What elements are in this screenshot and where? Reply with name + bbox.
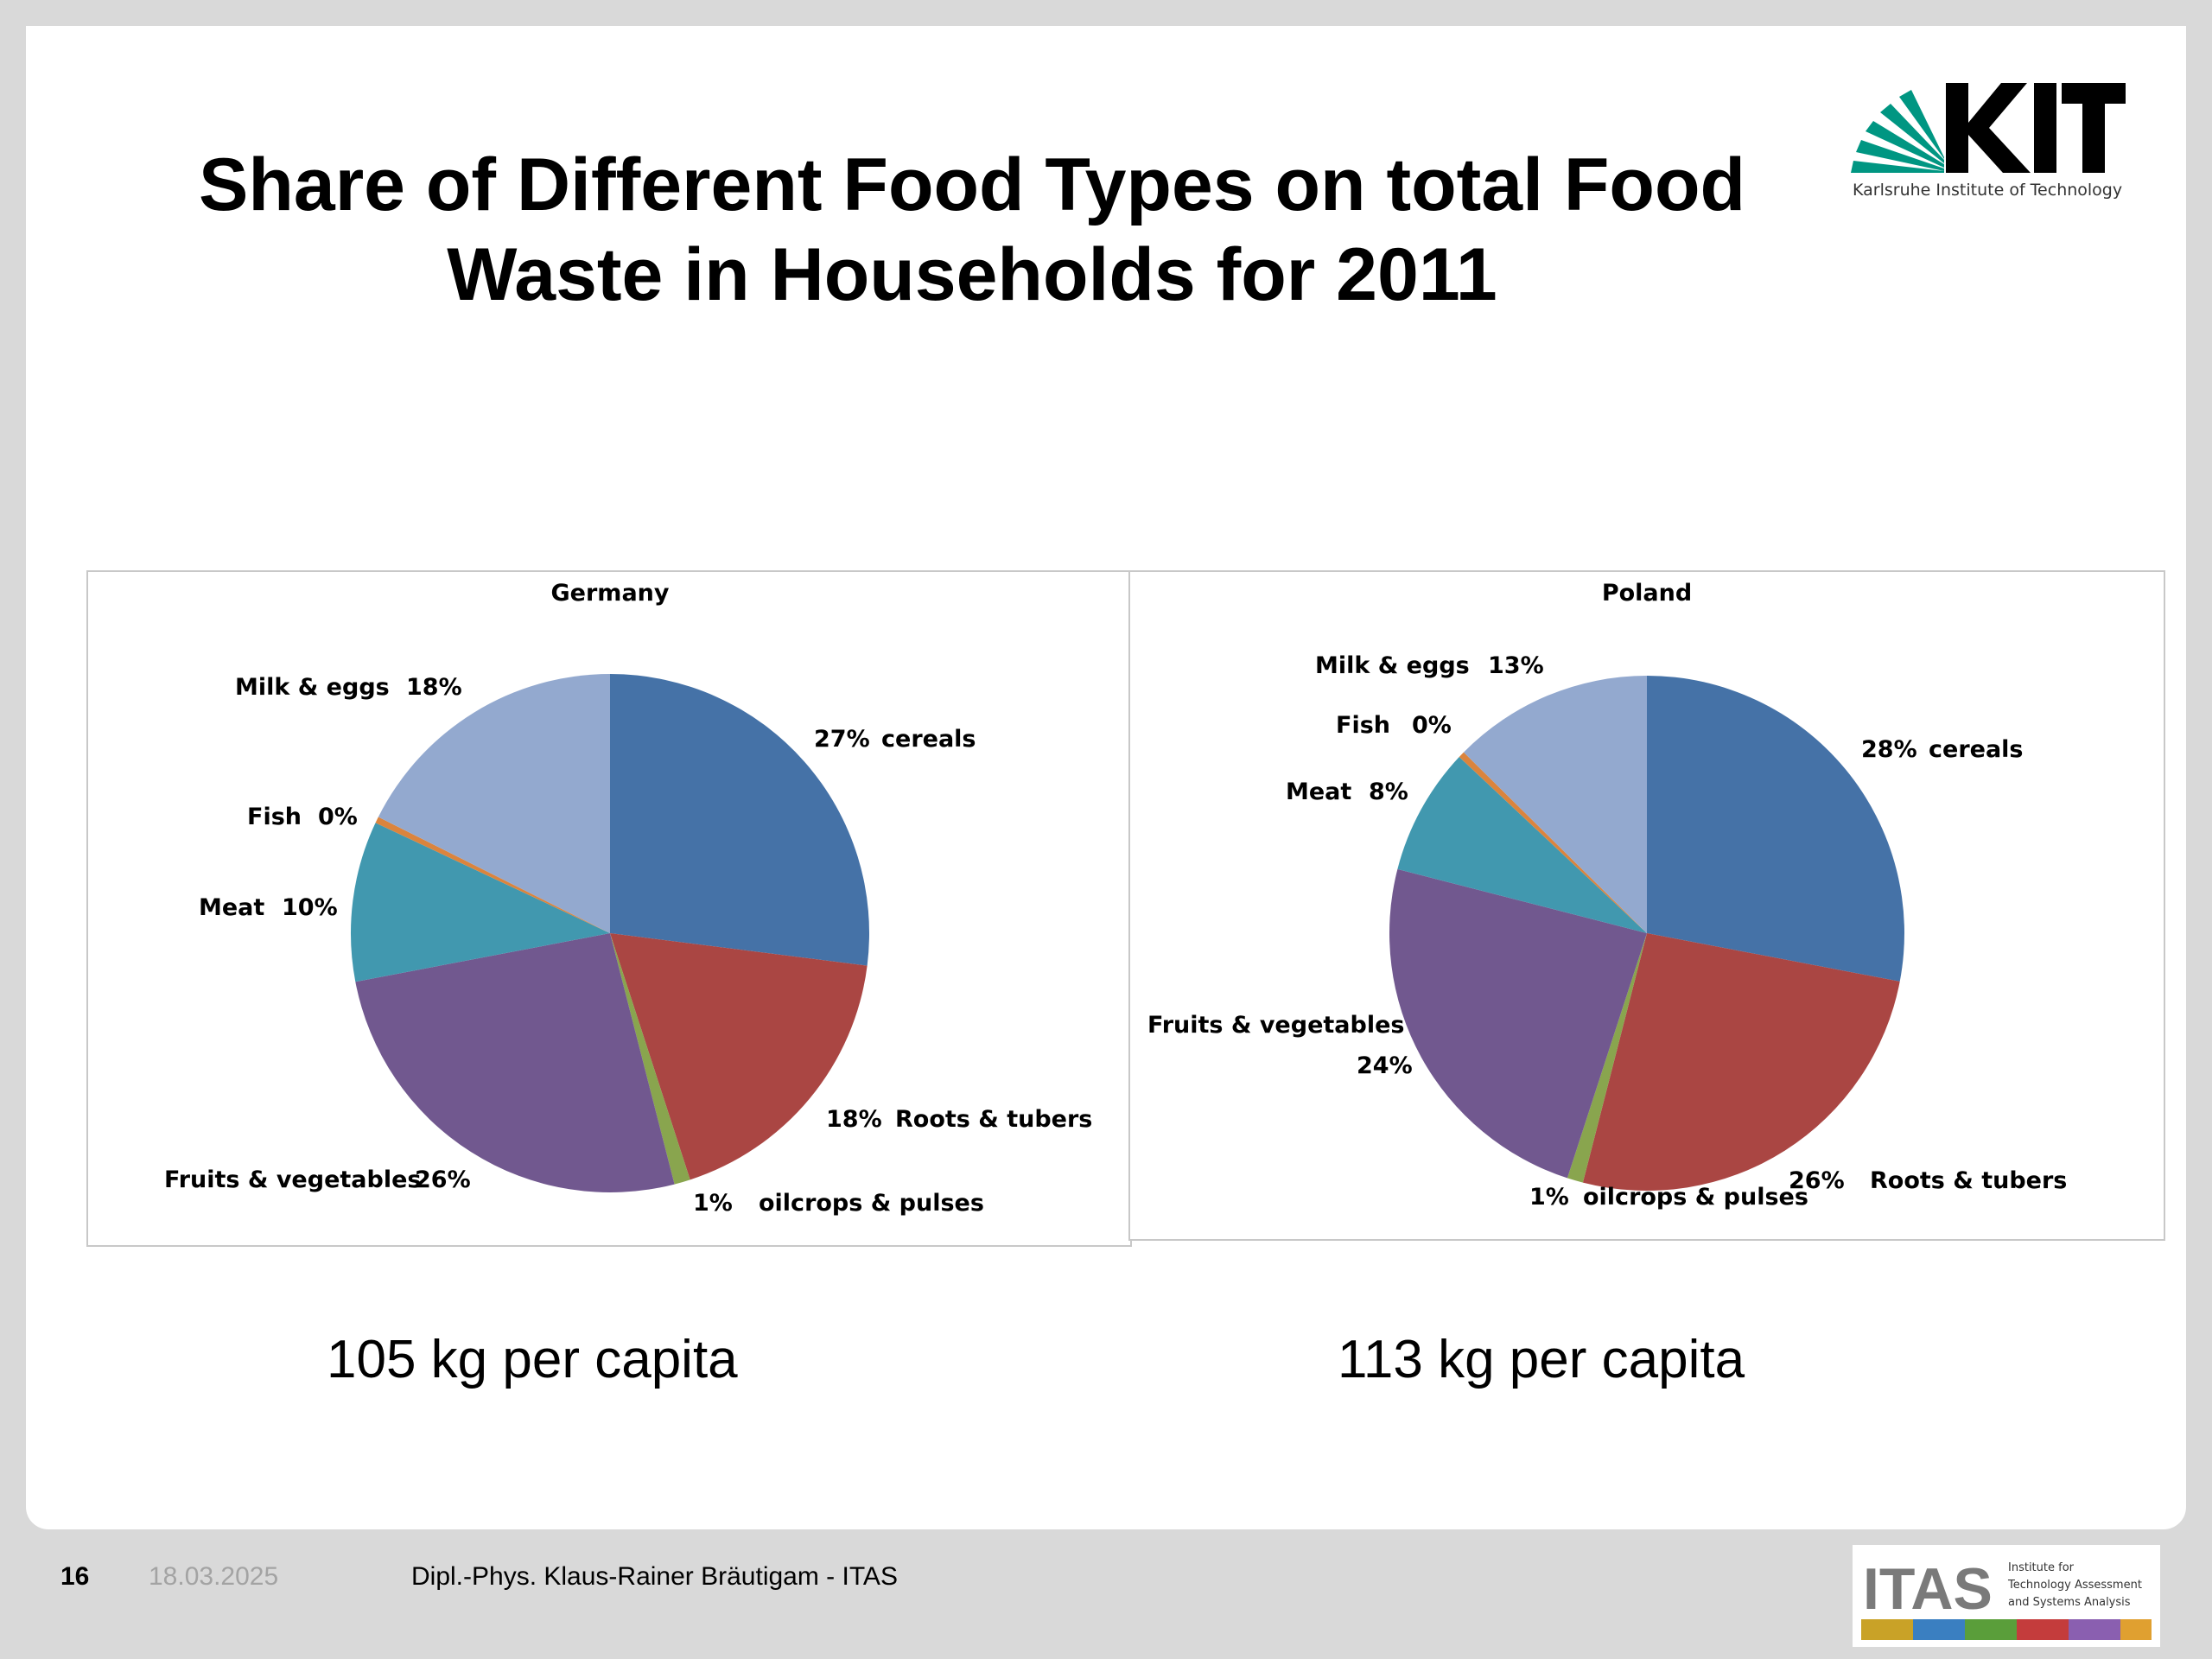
itas-logo-text: ITAS: [1863, 1556, 1993, 1622]
page-number: 16: [60, 1562, 90, 1591]
label-milk: Milk & eggs: [1315, 652, 1470, 679]
poland-chart-title: Poland: [1602, 580, 1692, 607]
label-fish: Fish: [247, 804, 302, 830]
label-fruits: Fruits & vegetables: [1147, 1012, 1404, 1039]
poland-labels: 28% cereals 26% Roots & tubers 1% oilcro…: [1147, 652, 2067, 1211]
label-cereals: cereals: [1929, 736, 2024, 763]
poland-chart-frame: Poland 28% cereals 26% Roots & tubers 1%…: [1128, 570, 2165, 1241]
pie-slice-oilcrops: [610, 933, 690, 1185]
label-oilcrops-pct: 1%: [693, 1190, 733, 1217]
itas-logo-line1: Institute for: [2008, 1561, 2075, 1574]
kit-logo: Karlsruhe Institute of Technology: [1851, 83, 2126, 200]
label-meat-pct: 10%: [282, 894, 338, 921]
label-milk-pct: 13%: [1488, 652, 1544, 679]
label-fish: Fish: [1336, 712, 1390, 739]
pie-slice-fish: [1459, 752, 1647, 933]
poland-slices: [1389, 676, 1904, 1191]
slide-title: Share of Different Food Types on total F…: [198, 143, 1746, 316]
pie-slice-meat: [1397, 757, 1647, 933]
itas-logo: ITAS Institute for Technology Assessment…: [1853, 1545, 2160, 1647]
label-milk: Milk & eggs: [235, 674, 390, 701]
pie-slice-milk: [1463, 676, 1647, 933]
label-oilcrops: oilcrops & pulses: [759, 1190, 984, 1217]
itas-logo-line3: and Systems Analysis: [2008, 1596, 2131, 1609]
label-fruits-pct: 24%: [1357, 1052, 1413, 1079]
pie-slice-cereals: [1647, 676, 1904, 982]
pie-slice-roots: [1582, 933, 1900, 1191]
poland-pie-chart: Poland 28% cereals 26% Roots & tubers 1%…: [1147, 580, 2067, 1211]
label-oilcrops: oilcrops & pulses: [1583, 1184, 1808, 1211]
pie-slice-fruits: [1389, 868, 1647, 1179]
label-cereals-pct: 28%: [1861, 736, 1917, 763]
germany-per-capita: 105 kg per capita: [327, 1330, 738, 1389]
germany-slices: [351, 674, 869, 1192]
germany-chart-frame: Germany 27% cereals 18% Roots & tubers 1…: [86, 570, 1132, 1247]
pie-slice-cereals: [610, 674, 869, 966]
label-meat: Meat: [1286, 779, 1351, 805]
label-milk-pct: 18%: [406, 674, 462, 701]
slide-author: Dipl.-Phys. Klaus-Rainer Bräutigam - ITA…: [411, 1562, 898, 1591]
pie-slice-roots: [610, 933, 868, 1180]
pie-slice-fish: [375, 817, 610, 933]
itas-logo-line2: Technology Assessment: [2007, 1579, 2142, 1592]
slide-date: 18.03.2025: [149, 1562, 279, 1591]
label-cereals: cereals: [881, 726, 976, 753]
label-roots: Roots & tubers: [1870, 1167, 2067, 1194]
label-roots: Roots & tubers: [895, 1106, 1092, 1133]
poland-per-capita: 113 kg per capita: [1338, 1330, 1745, 1389]
label-meat-pct: 8%: [1369, 779, 1408, 805]
label-cereals-pct: 27%: [814, 726, 870, 753]
label-fruits-pct: 26%: [415, 1166, 471, 1193]
pie-slice-fruits: [355, 933, 675, 1192]
kit-logo-subtitle: Karlsruhe Institute of Technology: [1853, 181, 2122, 200]
itas-logo-stripes-icon: [1861, 1619, 2152, 1640]
label-roots-pct: 18%: [826, 1106, 882, 1133]
pie-slice-milk: [378, 674, 610, 933]
label-fruits: Fruits & vegetables: [164, 1166, 421, 1193]
kit-logo-fan-icon: [1851, 90, 1944, 173]
label-oilcrops-pct: 1%: [1529, 1184, 1569, 1211]
germany-pie-chart: Germany 27% cereals 18% Roots & tubers 1…: [164, 580, 1092, 1217]
germany-chart-title: Germany: [551, 580, 670, 607]
label-roots-pct: 26%: [1789, 1167, 1845, 1194]
pie-slice-meat: [351, 823, 610, 982]
pie-slice-oilcrops: [1567, 933, 1647, 1183]
label-fish-pct: 0%: [1412, 712, 1452, 739]
label-fish-pct: 0%: [318, 804, 358, 830]
germany-labels: 27% cereals 18% Roots & tubers 1% oilcro…: [164, 674, 1092, 1217]
label-meat: Meat: [199, 894, 264, 921]
